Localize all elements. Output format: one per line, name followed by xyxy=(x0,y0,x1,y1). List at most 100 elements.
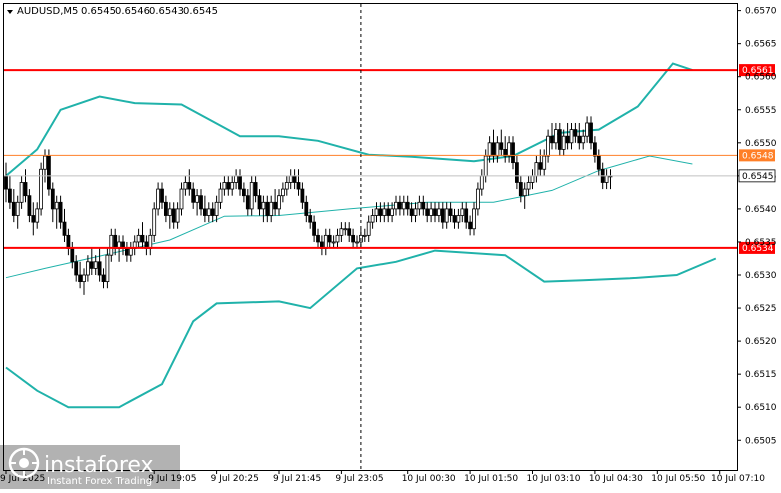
candle-body xyxy=(292,175,297,183)
candle-body xyxy=(554,129,558,144)
candle xyxy=(160,182,164,209)
bollinger-upper-line xyxy=(5,62,693,177)
candle-body xyxy=(163,201,168,216)
candle-body xyxy=(7,188,12,203)
candle xyxy=(156,182,161,216)
candle-body xyxy=(472,208,476,230)
candle-body xyxy=(187,182,192,190)
candle-body xyxy=(394,201,398,210)
candle-body xyxy=(66,234,71,249)
level-tag-label: 0.6548 xyxy=(742,151,774,161)
candle-body xyxy=(82,274,86,283)
candle xyxy=(542,149,547,176)
candle-body xyxy=(15,201,20,216)
quote-open: 0.6545 xyxy=(81,6,116,17)
candle-body xyxy=(226,182,231,190)
candle xyxy=(82,268,86,295)
candle-body xyxy=(351,234,356,243)
candle-body xyxy=(156,188,161,210)
dropdown-triangle-icon[interactable] xyxy=(7,10,13,14)
candle-body xyxy=(382,208,387,216)
candle-body xyxy=(152,208,157,236)
candle xyxy=(538,149,543,176)
candle xyxy=(179,182,184,216)
candle-body xyxy=(257,195,262,210)
candle xyxy=(409,202,414,223)
candle-body xyxy=(136,234,141,243)
watermark-tagline: Instant Forex Trading xyxy=(47,476,152,487)
candle xyxy=(277,189,281,216)
candle-body xyxy=(93,261,98,269)
candle xyxy=(495,136,500,163)
candle-body xyxy=(27,195,32,216)
candle xyxy=(23,169,28,203)
candle xyxy=(312,215,317,242)
candle xyxy=(518,175,523,203)
candle xyxy=(448,202,453,223)
candle xyxy=(460,202,465,223)
candle xyxy=(171,202,176,229)
candle-body xyxy=(378,208,383,216)
time-tick-label: 10 Jul 04:30 xyxy=(589,474,643,484)
candle-body xyxy=(160,188,164,203)
candle xyxy=(561,129,566,157)
candle-body xyxy=(499,142,504,150)
level-tag xyxy=(739,64,775,77)
candle xyxy=(440,202,445,229)
candle-body xyxy=(425,208,430,216)
candle-body xyxy=(70,248,75,263)
candle-body xyxy=(421,201,426,210)
candle xyxy=(401,195,406,216)
candle xyxy=(565,122,570,150)
candle-body xyxy=(128,248,133,256)
candle xyxy=(265,195,270,223)
candle-body xyxy=(323,234,328,249)
candle xyxy=(140,222,145,249)
candle xyxy=(62,208,67,242)
candle-body xyxy=(413,208,418,216)
candle xyxy=(546,129,550,163)
candle-body xyxy=(175,208,180,223)
candle-body xyxy=(401,201,406,210)
candle-body xyxy=(62,221,67,236)
candle-body xyxy=(589,122,593,144)
candle-body xyxy=(304,201,309,216)
candle-body xyxy=(234,175,239,183)
candle xyxy=(589,116,593,150)
time-tick-label: 10 Jul 01:50 xyxy=(464,474,518,484)
candle-body xyxy=(347,228,352,236)
candle-body xyxy=(507,142,512,157)
candle xyxy=(390,202,395,223)
candle-body xyxy=(105,254,110,283)
candle-body xyxy=(261,201,266,210)
candle-body xyxy=(308,215,313,223)
price-tick-label: 0.6565 xyxy=(745,40,777,50)
candle xyxy=(569,122,574,150)
quote-high: 0.6546 xyxy=(115,6,150,17)
candle-body xyxy=(518,182,523,197)
candle-body xyxy=(47,155,51,190)
candle-body xyxy=(241,188,246,197)
candle xyxy=(386,202,391,223)
candle xyxy=(97,248,102,282)
candle-body xyxy=(468,221,473,230)
candle xyxy=(331,235,336,249)
candle xyxy=(195,189,200,216)
candle-body xyxy=(530,175,535,183)
candle xyxy=(27,189,32,223)
candle-body xyxy=(405,201,410,210)
candle-body xyxy=(479,175,484,190)
instaforex-logo-icon xyxy=(8,447,40,479)
candle xyxy=(491,129,496,163)
candle xyxy=(464,202,469,229)
candle-body xyxy=(86,261,90,276)
candle-body xyxy=(542,155,547,170)
price-tick-label: 0.6505 xyxy=(745,436,777,446)
candle xyxy=(245,189,250,216)
candle-body xyxy=(199,195,203,210)
candle-body xyxy=(343,228,348,231)
candle-body xyxy=(495,142,500,157)
candle-body xyxy=(245,195,250,210)
candle-body xyxy=(577,135,582,144)
